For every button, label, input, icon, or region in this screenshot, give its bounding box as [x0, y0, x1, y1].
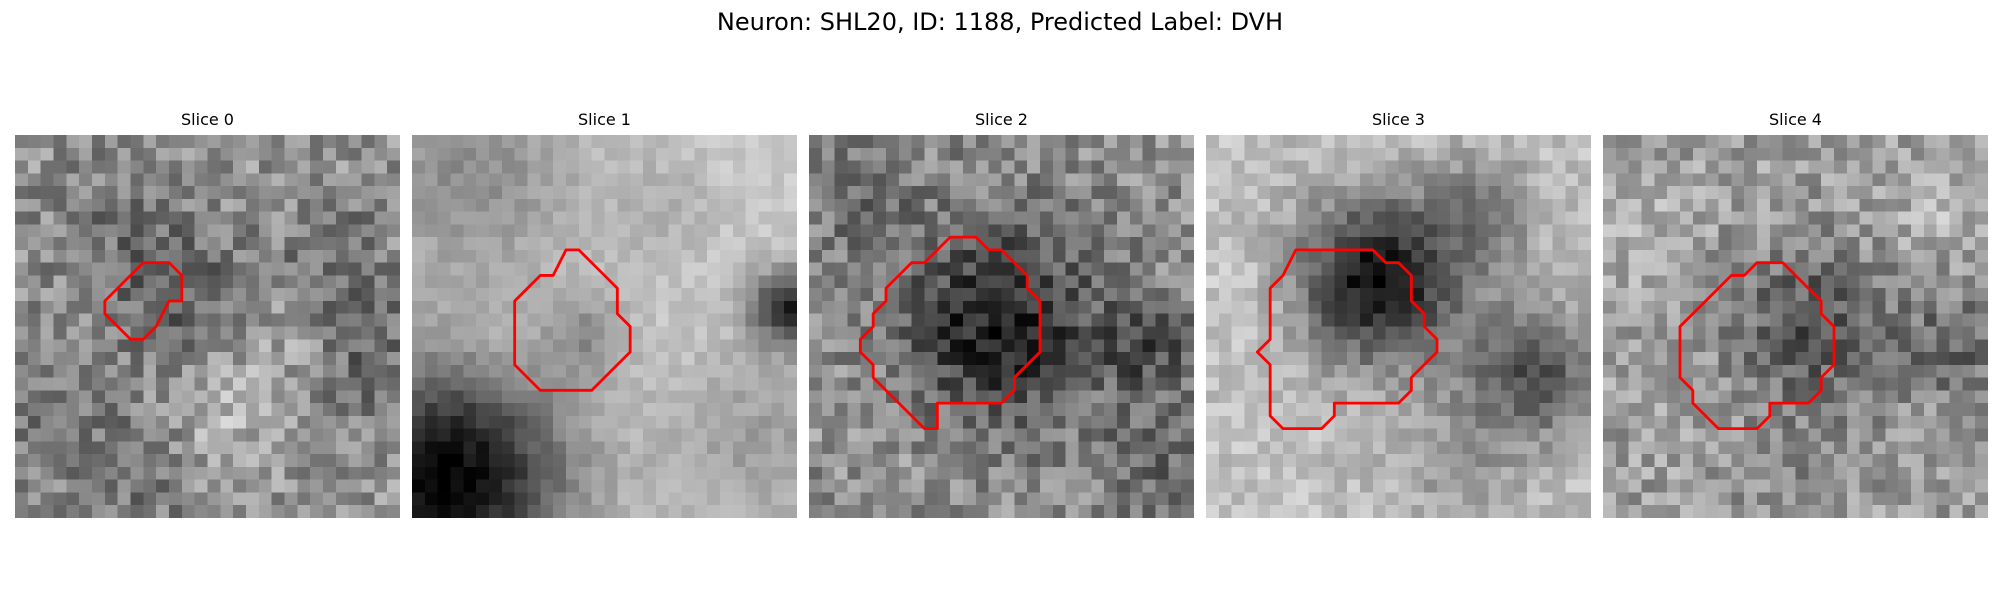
slice-3-canvas: [1206, 135, 1591, 518]
slice-2-canvas: [809, 135, 1194, 518]
slice-1-title: Slice 1: [578, 110, 631, 129]
slice-4-canvas: [1603, 135, 1988, 518]
slice-1-image: [412, 135, 797, 518]
slice-3-image: [1206, 135, 1591, 518]
figure-title: Neuron: SHL20, ID: 1188, Predicted Label…: [716, 8, 1284, 36]
slice-2-title: Slice 2: [975, 110, 1028, 129]
roi-outline: [858, 235, 1042, 431]
roi-outline: [1678, 261, 1836, 431]
slice-4-title: Slice 4: [1769, 110, 1822, 129]
roi-outline: [1255, 248, 1439, 431]
slice-0-canvas: [15, 135, 400, 518]
roi-outline: [513, 248, 632, 392]
slice-0-title: Slice 0: [181, 110, 234, 129]
roi-outline: [103, 261, 184, 341]
slice-4-image: [1603, 135, 1988, 518]
slice-3-title: Slice 3: [1372, 110, 1425, 129]
slice-2-image: [809, 135, 1194, 518]
slice-1-canvas: [412, 135, 797, 518]
slice-0-image: [15, 135, 400, 518]
